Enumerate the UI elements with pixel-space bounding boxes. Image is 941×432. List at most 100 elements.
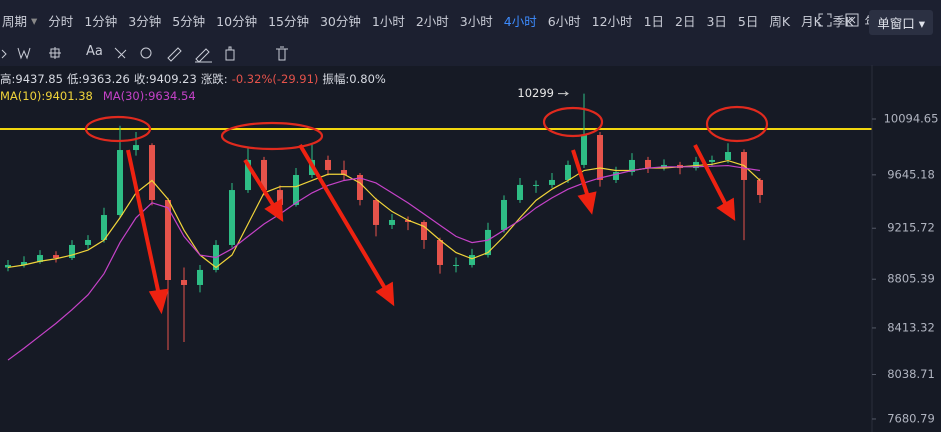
candle-body xyxy=(533,184,539,186)
candle-body xyxy=(501,199,507,230)
high-annotation: 10299 xyxy=(517,86,554,100)
candle-body xyxy=(549,179,555,185)
annotations xyxy=(84,105,769,151)
text-tool[interactable]: Aa xyxy=(86,44,103,59)
cross-tool[interactable] xyxy=(49,47,61,59)
candle-body xyxy=(453,264,459,266)
candle-body xyxy=(165,199,171,281)
arrows xyxy=(126,143,736,315)
legend-entry: MA(30):9634.54 xyxy=(102,89,196,103)
candle-body xyxy=(101,215,107,240)
header-item: -0.32%(-29.91) xyxy=(231,72,319,86)
candle-body xyxy=(597,134,603,180)
interval-option[interactable]: 3分钟 xyxy=(128,13,162,29)
chart: 10094.65 9645.18 9215.72 8805.39 8413.32 8038… xyxy=(0,65,939,432)
wave-tool[interactable] xyxy=(17,47,31,60)
interval-option[interactable]: 15分钟 xyxy=(268,13,309,29)
candle-body xyxy=(181,280,187,285)
interval-option[interactable]: 周K xyxy=(769,13,791,29)
interval-option[interactable]: 季K xyxy=(832,13,854,29)
delete-tool[interactable] xyxy=(276,46,288,61)
ma-line xyxy=(7,164,761,361)
interval-option[interactable]: 30分钟 xyxy=(319,13,361,29)
window-label: 单窗口 xyxy=(877,16,915,31)
tool-icons xyxy=(1,46,288,63)
interval-option[interactable]: 1分钟 xyxy=(84,13,118,29)
interval-option[interactable]: 1小时 xyxy=(371,13,405,29)
interval-option[interactable]: 10分钟 xyxy=(216,13,258,29)
interval-option[interactable]: 分时 xyxy=(48,13,74,29)
toolbar: 周期 ▾ 分时 1分钟 3分钟 5分钟 10分钟 15分钟 30分钟 1小时 2小时 3小时 4小时 6… xyxy=(0,0,941,40)
interval-option[interactable]: 3日 xyxy=(706,13,727,29)
interval-option[interactable]: 6小时 xyxy=(547,13,581,29)
interval-option[interactable]: 1日 xyxy=(643,13,665,29)
fullscreen-icon[interactable] xyxy=(818,13,832,27)
candle-body xyxy=(37,255,43,262)
legend: MA(10):9401.38 MA(30):9634.54 xyxy=(0,89,206,103)
candle-body xyxy=(437,239,443,265)
candle-body xyxy=(389,219,395,225)
interval-option[interactable]: 3小时 xyxy=(459,13,493,29)
header-item: 收:9409.23 xyxy=(133,72,197,86)
candle-body xyxy=(613,172,619,180)
ruler-tool[interactable] xyxy=(167,47,182,62)
candle-body xyxy=(21,261,27,265)
header-item: 低:9363.26 xyxy=(66,72,130,86)
candle-body xyxy=(341,170,347,176)
candle-body xyxy=(405,219,411,222)
y-tick-label: 8413.32 xyxy=(887,320,935,334)
caret: ▾ xyxy=(31,12,38,28)
candle-body xyxy=(277,190,283,205)
pattern-tool[interactable] xyxy=(114,47,127,59)
period-menu[interactable]: 周期 xyxy=(2,13,28,29)
y-tick-label: 10094.65 xyxy=(884,111,939,125)
candle-body xyxy=(517,184,523,200)
interval-option[interactable]: 2小时 xyxy=(415,13,449,29)
candle-body xyxy=(725,152,731,160)
candle-body xyxy=(5,264,11,268)
header-item: 高:9437.85 xyxy=(0,72,63,86)
candle-body xyxy=(421,221,427,240)
fib-tool[interactable] xyxy=(140,47,152,59)
drawing-tools: Aa xyxy=(0,40,941,66)
candle-body xyxy=(229,190,235,245)
interval-option[interactable]: 5分钟 xyxy=(172,13,206,29)
interval-list: 分时 1分钟 3分钟 5分钟 10分钟 15分钟 30分钟 1小时 2小时 3小时 4小时 6小时 12… xyxy=(37,11,910,30)
candle-body xyxy=(565,164,571,180)
candle-body xyxy=(293,175,299,205)
y-tick-label: 7680.79 xyxy=(887,411,935,425)
candle-body xyxy=(709,159,715,162)
y-tick-label: 8038.71 xyxy=(887,367,935,381)
candle-body xyxy=(261,159,267,191)
candle-body xyxy=(757,179,763,196)
y-tick-label: 9645.18 xyxy=(887,167,935,181)
y-tick-label: 9215.72 xyxy=(887,221,935,235)
window-button[interactable]: 单窗口 ▾ xyxy=(869,10,933,35)
candle-body xyxy=(245,159,251,191)
header-item: 振幅:0.80% xyxy=(322,72,386,86)
candle-body xyxy=(133,145,139,151)
header-item: 涨跌: xyxy=(200,72,228,86)
candle-body xyxy=(197,269,203,285)
interval-option[interactable]: 12小时 xyxy=(591,13,633,29)
candle-body xyxy=(357,175,363,200)
high-pointer xyxy=(558,91,569,97)
candle-body xyxy=(469,255,475,265)
settings-icon[interactable] xyxy=(845,13,859,27)
pen-tool[interactable] xyxy=(195,48,212,63)
candle-body xyxy=(69,244,75,259)
lock-tool[interactable] xyxy=(225,46,235,61)
interval-option[interactable]: 月K xyxy=(801,13,822,29)
y-tick-label: 8805.39 xyxy=(887,272,935,286)
candle-body xyxy=(149,145,155,200)
interval-option[interactable]: 4小时 xyxy=(503,13,537,29)
interval-option[interactable]: 5日 xyxy=(737,13,759,29)
candle-body xyxy=(373,199,379,225)
candle-body xyxy=(485,229,491,256)
candle-body xyxy=(325,159,331,171)
candle-body xyxy=(85,239,91,245)
candle-body xyxy=(117,150,123,216)
interval-option[interactable]: 2日 xyxy=(675,13,696,29)
candle-body xyxy=(645,159,651,169)
